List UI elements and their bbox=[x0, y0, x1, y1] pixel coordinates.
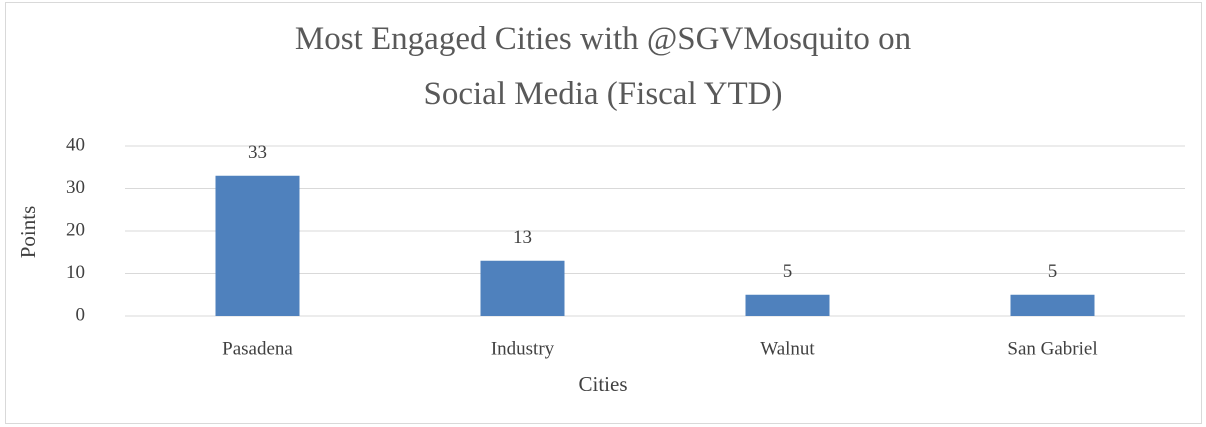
bar bbox=[215, 175, 300, 316]
y-tick-label: 30 bbox=[66, 177, 85, 198]
y-axis-title: Points bbox=[16, 206, 40, 259]
bar bbox=[745, 294, 830, 316]
data-label: 5 bbox=[1048, 261, 1058, 282]
x-tick-label: Industry bbox=[491, 338, 555, 359]
x-tick-label: San Gabriel bbox=[1007, 338, 1097, 359]
x-axis-title: Cities bbox=[578, 372, 627, 396]
x-tick-label: Pasadena bbox=[222, 338, 293, 359]
data-label: 5 bbox=[783, 261, 793, 282]
y-tick-label: 40 bbox=[66, 134, 85, 155]
chart-border bbox=[5, 2, 1202, 424]
y-tick-label: 20 bbox=[66, 219, 85, 240]
y-tick-label: 0 bbox=[76, 304, 86, 325]
data-label: 13 bbox=[513, 227, 532, 248]
data-label: 33 bbox=[248, 142, 267, 163]
x-tick-label: Walnut bbox=[760, 338, 815, 359]
bar bbox=[1010, 294, 1095, 316]
y-tick-label: 10 bbox=[66, 262, 85, 283]
bar bbox=[480, 260, 565, 316]
chart-title: Most Engaged Cities with @SGVMosquito on… bbox=[294, 21, 912, 112]
